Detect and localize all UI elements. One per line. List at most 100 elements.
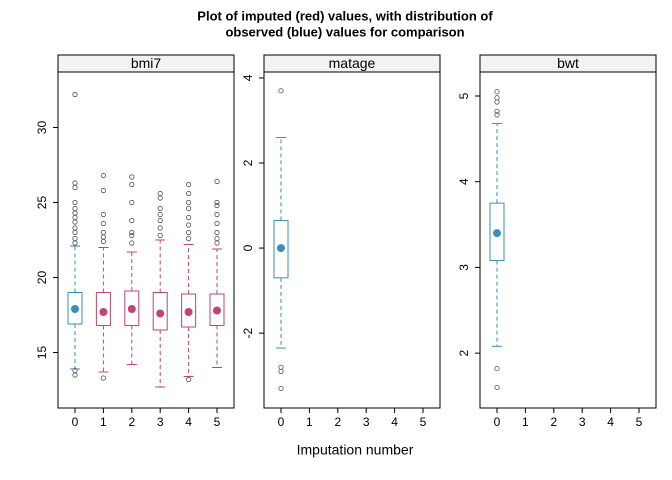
x-tick-label: 0 xyxy=(494,415,501,429)
outlier xyxy=(214,211,220,218)
x-tick-label: 4 xyxy=(185,415,192,429)
x-axis-label: Imputation number xyxy=(297,442,414,458)
outlier xyxy=(278,88,284,94)
x-tick-label: 2 xyxy=(334,415,341,429)
outlier xyxy=(214,220,220,227)
outlier xyxy=(72,199,78,206)
outlier xyxy=(100,238,107,245)
outlier xyxy=(72,219,78,225)
outlier xyxy=(214,178,220,185)
x-tick-label: 4 xyxy=(607,415,614,429)
outlier xyxy=(157,217,163,224)
outlier xyxy=(494,112,500,118)
box xyxy=(209,293,225,326)
outlier xyxy=(72,214,78,221)
box xyxy=(152,292,168,331)
panel-title: matage xyxy=(329,55,376,71)
outlier xyxy=(157,190,163,197)
panel xyxy=(479,71,657,409)
outlier xyxy=(100,187,107,194)
panel-title: bwt xyxy=(557,55,579,71)
outlier xyxy=(72,184,78,191)
outlier xyxy=(186,214,192,221)
outlier xyxy=(278,368,284,375)
median xyxy=(99,308,108,316)
y-tick-label: 4 xyxy=(241,74,255,81)
box xyxy=(124,290,140,326)
box xyxy=(67,292,83,325)
y-tick-label: 4 xyxy=(457,178,471,185)
outlier xyxy=(72,372,78,378)
outlier xyxy=(100,220,107,227)
outlier xyxy=(129,240,135,246)
outlier xyxy=(186,229,192,236)
y-tick-label: 2 xyxy=(241,159,255,166)
y-tick-label: 30 xyxy=(35,121,49,135)
median xyxy=(127,305,136,313)
outlier xyxy=(214,202,220,209)
outlier xyxy=(100,375,107,381)
outlier xyxy=(72,210,78,216)
outlier xyxy=(157,232,163,239)
outlier xyxy=(100,234,107,240)
outlier xyxy=(186,199,192,206)
outlier xyxy=(129,232,135,239)
panel xyxy=(57,71,235,409)
y-tick-label: 25 xyxy=(35,196,49,210)
box xyxy=(273,219,289,279)
outlier xyxy=(494,108,500,115)
outlier xyxy=(157,225,163,231)
y-tick-label: 0 xyxy=(241,244,255,251)
median xyxy=(493,229,501,238)
outlier xyxy=(494,89,500,95)
outlier xyxy=(494,99,500,105)
x-tick-label: 0 xyxy=(72,415,79,429)
x-tick-label: 3 xyxy=(157,415,164,429)
median xyxy=(184,308,193,316)
outlier xyxy=(186,190,192,197)
x-tick-label: 2 xyxy=(128,415,135,429)
outlier xyxy=(214,235,220,242)
outlier xyxy=(72,240,78,246)
outlier xyxy=(72,91,78,98)
outlier xyxy=(214,199,220,206)
outlier xyxy=(100,211,107,218)
chart-title: observed (blue) values for comparison xyxy=(225,24,464,39)
x-tick-label: 4 xyxy=(391,415,398,429)
outlier xyxy=(186,222,192,228)
outlier xyxy=(129,217,135,224)
x-tick-label: 1 xyxy=(306,415,313,429)
median xyxy=(213,306,221,315)
outlier xyxy=(186,205,192,212)
y-tick-label: 2 xyxy=(457,349,471,356)
outlier xyxy=(129,199,135,206)
x-tick-label: 5 xyxy=(214,415,221,429)
outlier xyxy=(72,235,78,242)
outlier xyxy=(129,174,135,180)
y-tick-label: 20 xyxy=(35,271,49,285)
outlier xyxy=(186,376,192,383)
x-tick-label: 5 xyxy=(420,415,427,429)
outlier xyxy=(129,181,135,188)
x-tick-label: 3 xyxy=(363,415,370,429)
outlier xyxy=(278,385,284,392)
median xyxy=(277,244,285,253)
outlier xyxy=(157,195,163,201)
outlier xyxy=(278,364,284,370)
y-tick-label: 3 xyxy=(457,264,471,271)
y-tick-label: -2 xyxy=(241,327,255,338)
chart-title: Plot of imputed (red) values, with distr… xyxy=(197,8,493,23)
outlier xyxy=(157,211,163,218)
box xyxy=(489,202,505,262)
outlier xyxy=(186,181,192,188)
outlier xyxy=(72,229,78,236)
median xyxy=(71,305,79,313)
x-tick-label: 0 xyxy=(278,415,285,429)
x-tick-label: 5 xyxy=(636,415,643,429)
outlier xyxy=(100,229,107,236)
outlier xyxy=(72,205,78,212)
outlier xyxy=(214,229,220,236)
box xyxy=(95,292,111,326)
outlier xyxy=(157,205,163,212)
